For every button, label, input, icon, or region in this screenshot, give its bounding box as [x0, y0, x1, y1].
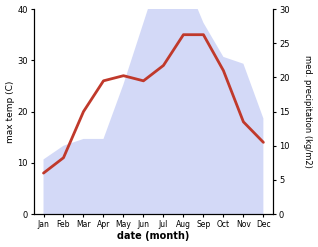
- Y-axis label: max temp (C): max temp (C): [5, 80, 15, 143]
- Y-axis label: med. precipitation (kg/m2): med. precipitation (kg/m2): [303, 55, 313, 168]
- X-axis label: date (month): date (month): [117, 231, 190, 242]
